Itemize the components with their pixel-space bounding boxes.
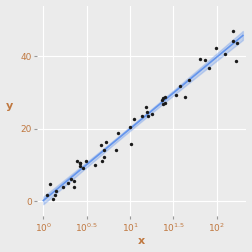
Point <box>161 102 165 106</box>
Point <box>100 143 104 147</box>
Point <box>132 117 136 121</box>
Point <box>51 197 55 201</box>
Point <box>178 84 182 88</box>
Point <box>102 148 106 152</box>
X-axis label: x: x <box>138 236 145 246</box>
Point <box>161 96 165 100</box>
Point <box>54 189 58 193</box>
Point <box>207 66 211 70</box>
Point <box>150 112 154 116</box>
Point <box>187 78 192 82</box>
Point <box>234 59 238 63</box>
Point <box>61 185 65 189</box>
Point <box>53 193 57 197</box>
Point <box>144 105 148 109</box>
Point <box>140 114 144 118</box>
Point <box>66 181 70 185</box>
Point <box>78 161 82 165</box>
Point <box>81 167 85 171</box>
Point <box>231 28 235 33</box>
Point <box>129 142 133 146</box>
Point <box>163 101 167 105</box>
Point <box>183 95 187 99</box>
Point <box>100 159 104 163</box>
Point <box>198 57 202 61</box>
Point <box>163 95 167 99</box>
Point <box>116 131 120 135</box>
Point <box>78 164 82 168</box>
Point <box>73 185 77 189</box>
Y-axis label: y: y <box>6 101 13 111</box>
Point <box>214 46 218 50</box>
Point <box>72 179 76 183</box>
Point <box>84 159 88 163</box>
Point <box>45 193 49 197</box>
Point <box>203 58 207 62</box>
Point <box>160 98 164 102</box>
Point <box>128 124 132 129</box>
Point <box>114 148 118 152</box>
Point <box>93 163 97 167</box>
Point <box>223 52 227 56</box>
Point <box>231 39 235 43</box>
Point <box>48 182 52 186</box>
Point <box>145 110 149 114</box>
Point <box>235 41 239 45</box>
Point <box>78 161 82 165</box>
Point <box>104 140 108 144</box>
Point <box>75 159 79 163</box>
Point <box>146 114 150 118</box>
Point <box>174 93 178 97</box>
Point <box>102 155 106 159</box>
Point <box>69 177 73 181</box>
